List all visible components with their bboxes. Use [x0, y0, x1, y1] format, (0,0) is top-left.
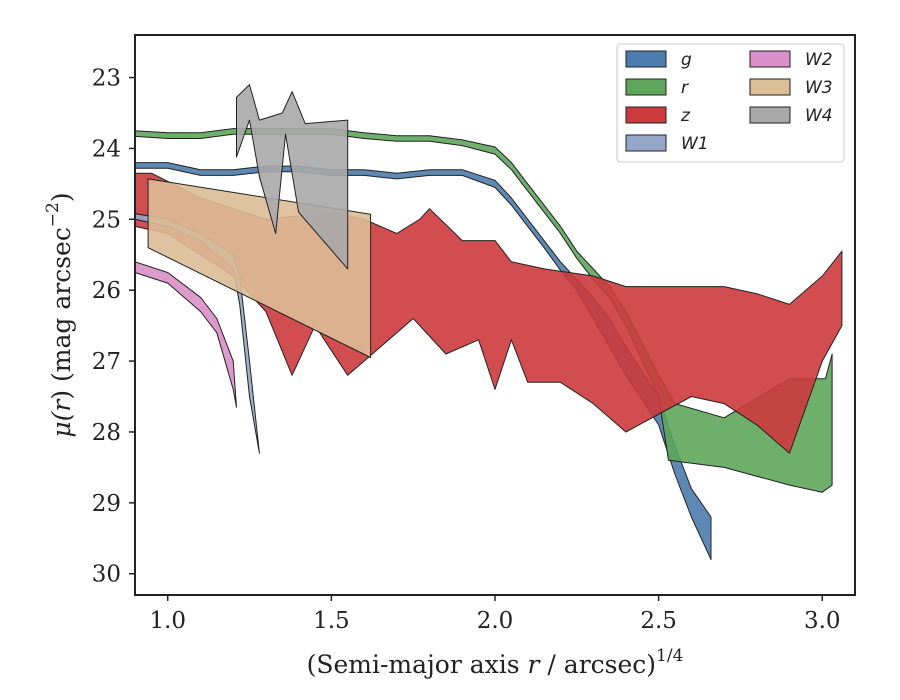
- series-w4-band: [236, 84, 349, 270]
- legend-swatch-r: [625, 78, 667, 96]
- axis-ticks: 1.0 1.5 2.0 2.5 3.0 23 24 25 26 27 28 29 30: [92, 66, 841, 634]
- y-axis-label-var: r: [47, 398, 76, 412]
- y-axis-label: μ(r) (mag arcsec−2): [43, 192, 76, 437]
- legend-label-w3: W3: [805, 78, 833, 98]
- series-g-band: [134, 162, 712, 561]
- legend-frame: [616, 43, 845, 163]
- legend-label-w2: W2: [805, 50, 833, 70]
- x-tick-label: 1.5: [313, 608, 350, 634]
- legend: grz W1 W2 W3 W4: [616, 43, 845, 163]
- x-axis-label: (Semi-major axis r / arcsec)1/4: [307, 646, 684, 679]
- y-tick-label: 27: [92, 349, 121, 375]
- legend-swatch-g: [625, 50, 667, 68]
- y-tick-label: 30: [92, 562, 121, 588]
- y-tick-label: 23: [92, 66, 121, 92]
- y-axis-label-exponent: −2: [43, 202, 63, 227]
- x-axis-label-var: r: [528, 650, 542, 679]
- y-axis-label-end: ): [47, 192, 76, 202]
- legend-swatch-w1: [625, 134, 667, 152]
- legend-swatch-w2: [749, 50, 791, 68]
- legend-swatch-w4: [749, 106, 791, 124]
- y-tick-label: 25: [92, 207, 121, 233]
- legend-label-r: r: [681, 78, 689, 98]
- series-w2-band: [134, 261, 237, 408]
- y-axis-label-main: μ(: [47, 410, 76, 437]
- x-axis-label-exponent: 1/4: [656, 646, 683, 666]
- x-axis-label-main: (Semi-major axis: [307, 650, 528, 679]
- x-tick-label: 1.0: [149, 608, 186, 634]
- x-axis-label-unit: / arcsec): [539, 650, 656, 679]
- y-tick-label: 28: [92, 420, 121, 446]
- series-r-band: [134, 128, 833, 493]
- legend-label-g: g: [681, 50, 692, 70]
- legend-label-w4: W4: [805, 106, 833, 126]
- legend-swatch-w3: [749, 78, 791, 96]
- x-tick-label: 2.5: [640, 608, 677, 634]
- legend-label-w1: W1: [681, 134, 709, 154]
- x-tick-label: 2.0: [477, 608, 514, 634]
- plot-area: [134, 84, 843, 561]
- legend-swatch-z: [625, 106, 667, 124]
- y-tick-label: 29: [92, 491, 121, 517]
- y-tick-label: 24: [92, 136, 121, 162]
- legend-label-z: z: [680, 106, 691, 126]
- x-tick-label: 3.0: [804, 608, 841, 634]
- y-tick-label: 26: [92, 278, 121, 304]
- y-axis-label-unit: ) (mag arcsec: [47, 227, 76, 400]
